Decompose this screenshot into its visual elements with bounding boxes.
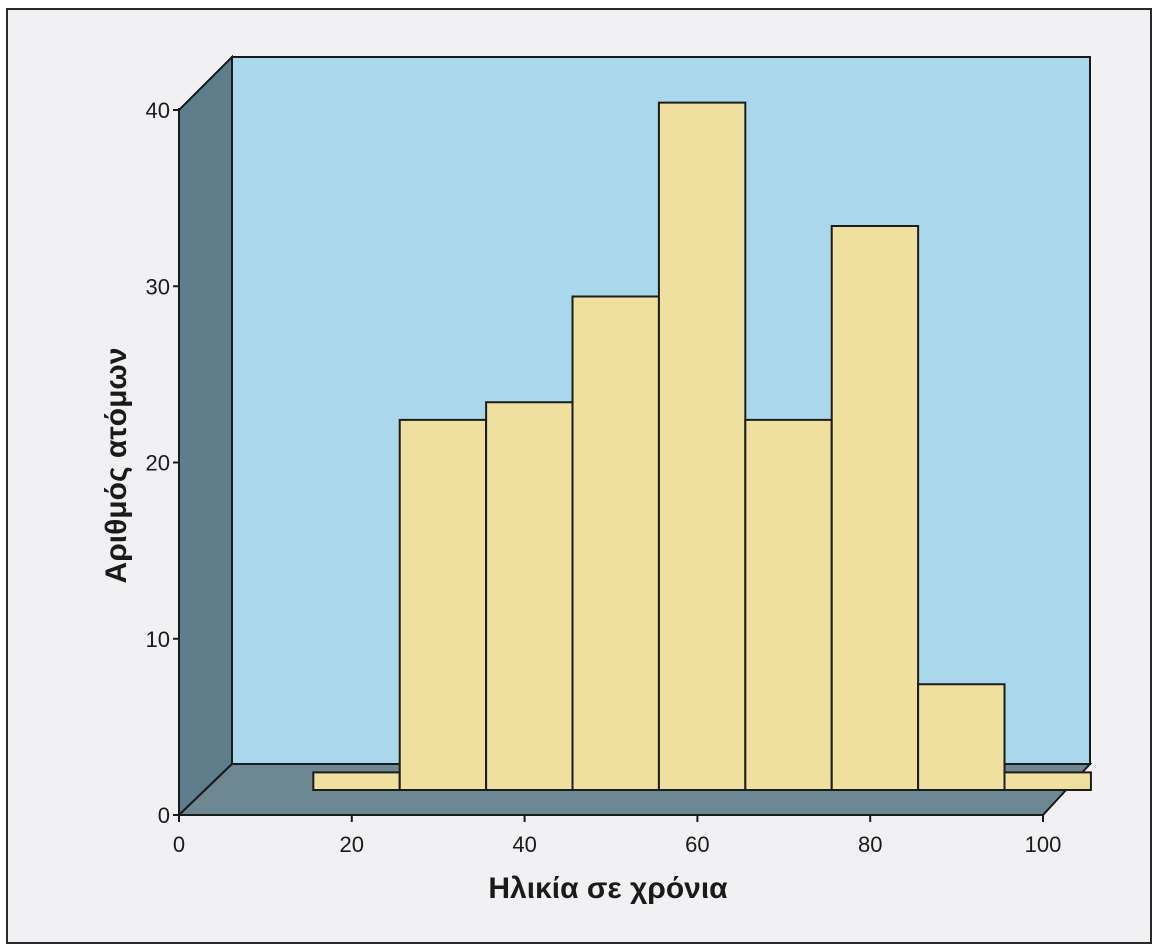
histogram-bar bbox=[312, 771, 401, 791]
x-tick-label: 20 bbox=[340, 832, 364, 857]
x-axis-title: Ηλικία σε χρόνια bbox=[488, 872, 728, 905]
histogram-bar bbox=[485, 401, 574, 791]
histogram-bar bbox=[657, 101, 747, 791]
y-tick-label: 30 bbox=[146, 274, 170, 299]
y-axis-title: Αριθμός ατόμων bbox=[100, 348, 133, 584]
plot-side-wall bbox=[178, 54, 233, 818]
y-tick-label: 40 bbox=[146, 98, 170, 123]
x-tick-label: 60 bbox=[685, 832, 709, 857]
histogram-bar bbox=[398, 418, 488, 791]
x-tick-label: 80 bbox=[858, 832, 882, 857]
y-tick-label: 10 bbox=[146, 627, 170, 652]
x-tick-label: 40 bbox=[512, 832, 536, 857]
x-tick-label: 0 bbox=[173, 832, 185, 857]
y-tick-label: 20 bbox=[146, 451, 170, 476]
histogram-bar bbox=[830, 225, 920, 791]
histogram-bar bbox=[1003, 771, 1092, 791]
x-tick-label: 100 bbox=[1025, 832, 1062, 857]
histogram-bar bbox=[571, 295, 660, 791]
y-tick-label: 0 bbox=[158, 803, 170, 828]
histogram-bar bbox=[917, 683, 1006, 791]
histogram-bar bbox=[744, 418, 833, 791]
